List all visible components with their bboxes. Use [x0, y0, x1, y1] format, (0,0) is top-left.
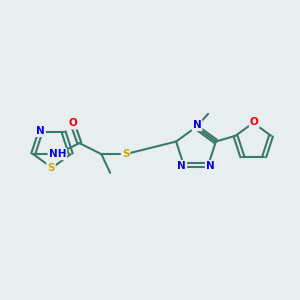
Text: N: N — [193, 120, 201, 130]
Text: N: N — [36, 126, 45, 136]
Text: NH: NH — [49, 149, 66, 159]
Text: S: S — [47, 163, 55, 173]
Text: O: O — [68, 118, 77, 128]
Text: N: N — [206, 161, 215, 171]
Text: N: N — [177, 161, 186, 171]
Text: S: S — [122, 149, 129, 159]
Text: O: O — [250, 117, 259, 127]
